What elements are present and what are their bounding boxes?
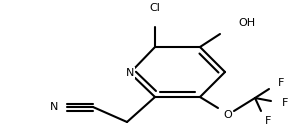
Text: OH: OH bbox=[238, 18, 255, 28]
Text: N: N bbox=[126, 68, 134, 78]
Text: N: N bbox=[50, 102, 58, 112]
Text: F: F bbox=[265, 116, 271, 126]
Text: O: O bbox=[224, 110, 232, 120]
Text: F: F bbox=[278, 78, 284, 88]
Text: F: F bbox=[282, 98, 288, 108]
Text: Cl: Cl bbox=[150, 3, 160, 13]
